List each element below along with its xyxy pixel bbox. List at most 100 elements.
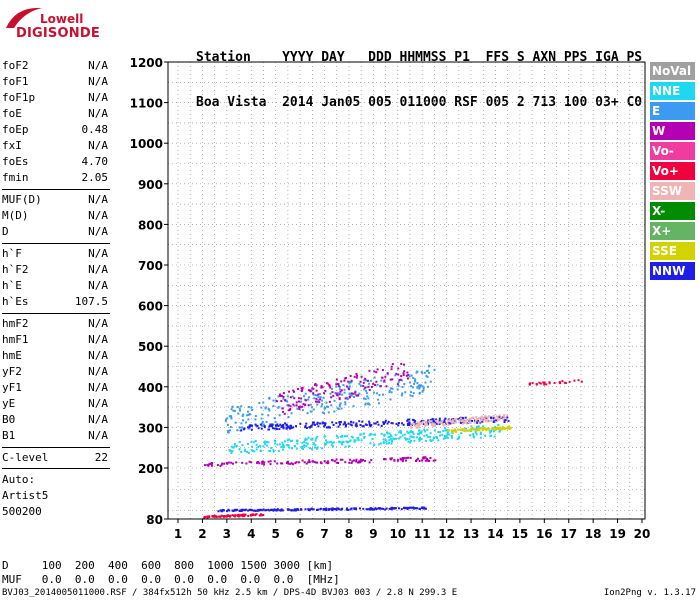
echo-point: [259, 513, 262, 516]
echo-point: [386, 372, 389, 375]
echo-point: [434, 423, 437, 426]
echo-point: [399, 432, 402, 435]
echo-point: [300, 508, 303, 511]
echo-point: [352, 405, 355, 408]
echo-point: [403, 383, 406, 386]
echo-point: [374, 383, 377, 386]
echo-point: [271, 423, 274, 426]
echo-point: [374, 422, 377, 425]
param-name: B0: [2, 413, 16, 426]
echo-point: [241, 513, 244, 516]
echo-point: [388, 439, 391, 442]
echo-point: [389, 378, 392, 381]
echo-point: [441, 420, 444, 423]
echo-point: [444, 417, 447, 420]
echo-point: [448, 429, 451, 432]
echo-point: [281, 509, 284, 512]
echo-point: [548, 382, 551, 385]
echo-point: [408, 431, 411, 434]
param-value: 2.05: [81, 171, 109, 184]
echo-point: [413, 439, 416, 442]
param-row: D N/A: [2, 224, 108, 240]
echo-point: [225, 418, 228, 421]
echo-point: [409, 381, 412, 384]
echo-point: [405, 438, 408, 441]
echo-point: [376, 383, 379, 386]
echo-point: [486, 419, 489, 422]
echo-point: [489, 434, 492, 437]
echo-point: [481, 420, 484, 423]
echo-point: [441, 433, 444, 436]
echo-point: [220, 463, 223, 466]
param-row: C-level 22: [2, 450, 108, 466]
echo-point: [428, 420, 431, 423]
echo-point: [323, 460, 326, 463]
echo-point: [251, 408, 254, 411]
echo-point: [278, 414, 281, 417]
version-label: Ion2Png v. 1.3.17: [603, 588, 696, 598]
echo-point: [418, 432, 421, 435]
echo-point: [385, 442, 388, 445]
echo-point: [348, 382, 351, 385]
echo-point: [417, 424, 420, 427]
echo-point: [267, 414, 270, 417]
echo-point: [326, 460, 329, 463]
echo-point: [340, 508, 343, 511]
echo-point: [434, 424, 437, 427]
echo-point: [232, 409, 235, 412]
echo-point: [242, 508, 245, 511]
echo-point: [355, 423, 358, 426]
echo-point: [359, 507, 362, 510]
echo-point: [218, 515, 221, 518]
echo-point: [208, 515, 211, 518]
echo-point: [326, 382, 329, 385]
echo-point: [303, 441, 306, 444]
echo-point: [435, 418, 438, 421]
echo-point: [412, 419, 415, 422]
echo-point: [269, 463, 272, 466]
echo-point: [312, 421, 315, 424]
echo-point: [375, 371, 378, 374]
y-tick-label: 300: [138, 421, 163, 435]
echo-point: [313, 461, 316, 464]
echo-point: [453, 421, 456, 424]
echo-point: [400, 362, 403, 365]
param-row: hmF1 N/A: [2, 332, 108, 348]
echo-point: [396, 459, 399, 462]
echo-point: [403, 433, 406, 436]
echo-point: [461, 429, 464, 432]
echo-point: [379, 442, 382, 445]
echo-point: [358, 461, 361, 464]
param-separator: [2, 468, 110, 469]
echo-point: [262, 508, 265, 511]
echo-point: [346, 507, 349, 510]
echo-point: [261, 513, 264, 516]
echo-point: [409, 391, 412, 394]
echo-point: [317, 399, 320, 402]
echo-point: [309, 508, 312, 511]
echo-point: [472, 416, 475, 419]
echo-point: [330, 404, 333, 407]
echo-point: [421, 506, 424, 509]
echo-point: [331, 458, 334, 461]
echo-point: [339, 421, 342, 424]
echo-point: [402, 458, 405, 461]
echo-point: [373, 376, 376, 379]
echo-point: [492, 430, 495, 433]
param-name: hmF2: [2, 317, 29, 330]
echo-point: [366, 379, 369, 382]
echo-point: [282, 397, 285, 400]
echo-point: [414, 420, 417, 423]
echo-point: [471, 428, 474, 431]
param-row: foF1p N/A: [2, 90, 108, 106]
echo-point: [367, 385, 370, 388]
echo-point: [336, 394, 339, 397]
x-tick-label: 8: [345, 527, 353, 541]
echo-point: [226, 417, 229, 420]
echo-point: [424, 381, 427, 384]
echo-point: [300, 390, 303, 393]
echo-point: [243, 427, 246, 430]
param-name: yF1: [2, 381, 22, 394]
echo-point: [370, 459, 373, 462]
